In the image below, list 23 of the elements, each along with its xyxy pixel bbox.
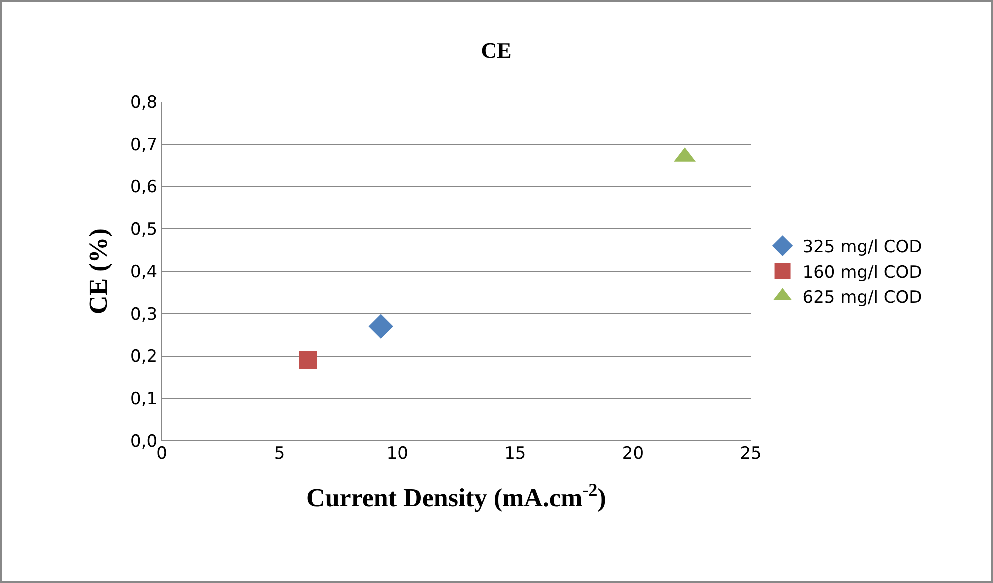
y-tick-label: 0,5 — [130, 220, 158, 240]
point — [368, 314, 394, 339]
y-tick-label: 0,1 — [130, 390, 158, 410]
y-tick-label: 0,4 — [130, 262, 158, 282]
x-tick-label: 25 — [740, 444, 762, 464]
point — [299, 351, 318, 370]
x-tick-label: 15 — [504, 444, 526, 464]
x-tick-label: 0 — [156, 444, 168, 464]
legend-label: 160 mg/l COD — [802, 262, 922, 283]
y-axis-title: CE (%) — [84, 228, 113, 314]
legend-label: 625 mg/l COD — [802, 288, 922, 308]
y-tick-label: 0,8 — [130, 92, 158, 113]
x-tick-label: 10 — [386, 444, 408, 464]
x-tick-label: 5 — [274, 444, 286, 464]
x-axis-title: Current Density (mA.cm$^{-2}$) — [306, 480, 606, 513]
y-tick-label: 0,7 — [130, 135, 158, 156]
x-tick-label: 20 — [622, 444, 644, 464]
y-tick-label: 0,0 — [130, 432, 158, 452]
y-tick-label: 0,6 — [130, 178, 158, 198]
y-tick-label: 0,3 — [130, 304, 158, 325]
chart-title: CE — [481, 38, 512, 63]
y-tick-label: 0,2 — [130, 347, 158, 368]
legend-label: 325 mg/l COD — [802, 238, 922, 258]
